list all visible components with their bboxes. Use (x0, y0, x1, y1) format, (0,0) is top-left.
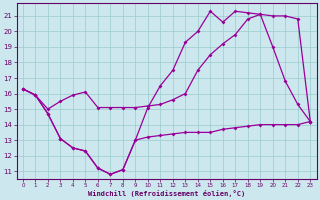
X-axis label: Windchill (Refroidissement éolien,°C): Windchill (Refroidissement éolien,°C) (88, 190, 245, 197)
